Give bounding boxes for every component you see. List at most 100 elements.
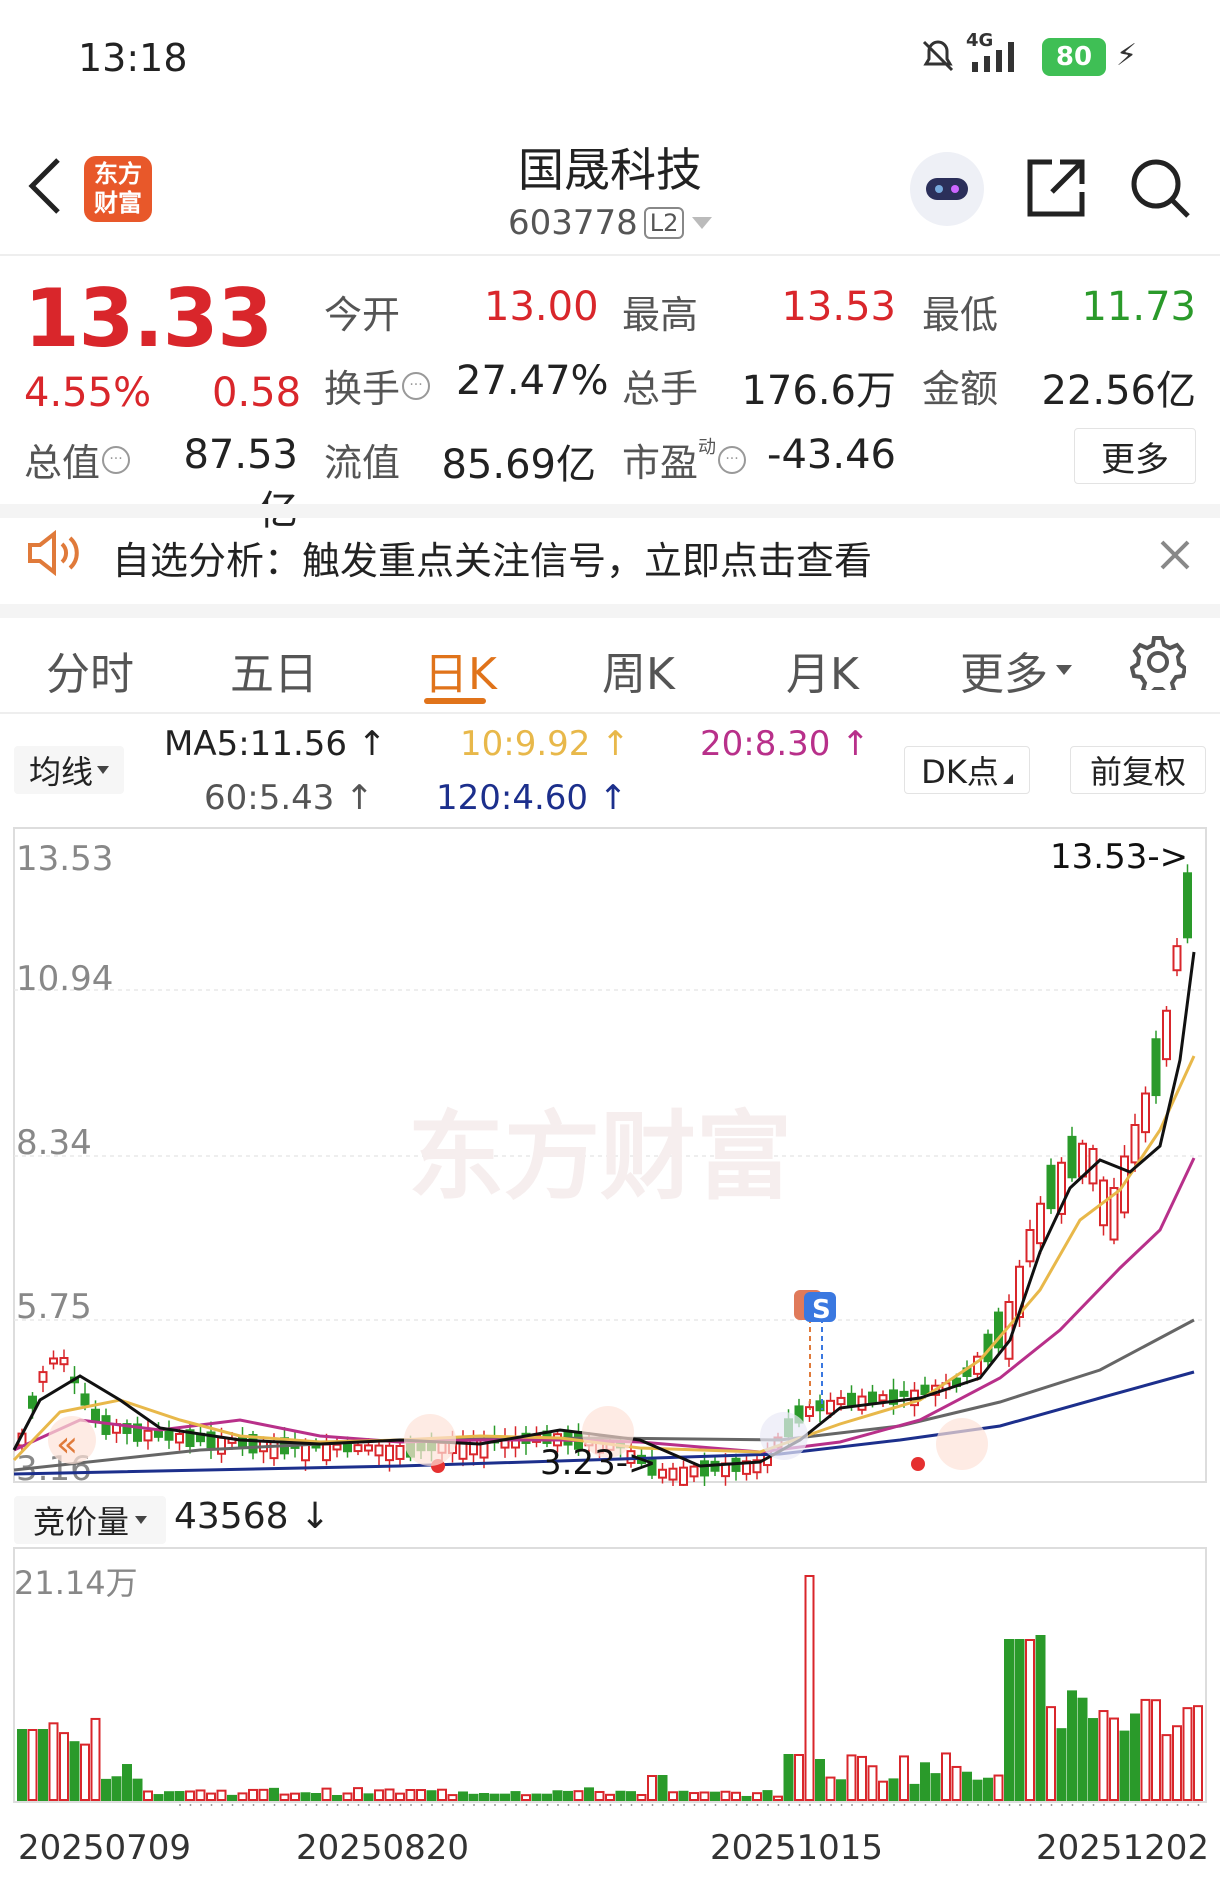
- app-logo[interactable]: 东方 财富: [84, 156, 152, 222]
- tab-intraday[interactable]: 分时: [46, 649, 134, 700]
- volume-bar: [1119, 1730, 1130, 1801]
- volume-bar: [993, 1774, 1004, 1802]
- active-tab-indicator: [424, 698, 486, 704]
- volume-bar: [458, 1791, 468, 1802]
- volume-bar: [1182, 1707, 1193, 1802]
- candle: [122, 1423, 132, 1434]
- kline-chart[interactable]: 东方财富 13.53 10.94 8.34 5.75 3.16 « S 13.5…: [0, 826, 1220, 1486]
- volume-bar: [405, 1788, 416, 1802]
- volume-bar: [122, 1764, 132, 1801]
- back-icon[interactable]: [24, 156, 64, 220]
- candle: [1130, 1124, 1140, 1164]
- volume-bar: [720, 1790, 731, 1802]
- volume-bar: [951, 1765, 962, 1801]
- info-icon[interactable]: ···: [402, 371, 431, 400]
- volume-bar: [647, 1775, 657, 1801]
- volume-bar: [164, 1791, 174, 1801]
- candle: [322, 1443, 331, 1462]
- tab-weekly-k[interactable]: 周K: [602, 649, 675, 700]
- dk-point-button[interactable]: DK点: [904, 746, 1030, 794]
- volume-bar: [300, 1792, 311, 1801]
- candle: [185, 1429, 195, 1448]
- auction-volume-value: 43568 ↓: [174, 1496, 331, 1537]
- volume-bar: [1056, 1728, 1067, 1802]
- signal-bubble: [404, 1414, 456, 1466]
- volume-bar: [279, 1793, 290, 1802]
- volume-bar: [1140, 1698, 1151, 1801]
- volume-bar: [1035, 1635, 1046, 1801]
- mcap-label: 总值 ···: [24, 432, 131, 487]
- volume-bar: [206, 1792, 216, 1801]
- candle: [920, 1384, 930, 1396]
- candle: [826, 1399, 835, 1415]
- tab-monthly-k[interactable]: 月K: [786, 649, 859, 700]
- candle: [1141, 1092, 1150, 1134]
- volume-bar: [626, 1791, 636, 1802]
- dk-label: DK点: [921, 753, 999, 791]
- battery-level: 80: [1055, 42, 1093, 72]
- volume-bar: [248, 1788, 258, 1802]
- volume-bar: [479, 1792, 489, 1801]
- volume-bar: [195, 1789, 206, 1801]
- candle: [1162, 1009, 1171, 1061]
- volume-bar: [321, 1787, 332, 1801]
- change-amount: 0.58: [212, 370, 302, 416]
- volume-bar: [962, 1771, 972, 1802]
- volume-bar: [699, 1791, 710, 1801]
- assistant-avatar[interactable]: [910, 152, 984, 226]
- ma-selector[interactable]: 均线: [14, 746, 124, 794]
- volume-bar: [899, 1755, 909, 1801]
- volume-bar: [846, 1754, 857, 1801]
- tab-more-label: 更多: [960, 649, 1048, 700]
- more-quote-button[interactable]: 更多: [1074, 428, 1196, 484]
- candle: [206, 1431, 216, 1449]
- tab-five-day[interactable]: 五日: [230, 649, 318, 700]
- y-label-max: 13.53: [16, 839, 113, 879]
- candle: [1172, 945, 1182, 972]
- settings-gear-icon[interactable]: [1129, 634, 1188, 697]
- tab-daily-k[interactable]: 日K: [424, 649, 497, 700]
- volume-bar: [594, 1790, 605, 1801]
- mcap-label-text: 总值: [24, 441, 101, 485]
- adjust-button[interactable]: 前复权: [1070, 746, 1206, 794]
- volume-bar: [731, 1791, 741, 1801]
- auction-volume-selector[interactable]: 竞价量: [14, 1496, 166, 1544]
- double-chevron-left-icon: «: [56, 1424, 78, 1465]
- info-icon[interactable]: ···: [718, 445, 747, 474]
- status-time: 13:18: [78, 36, 188, 80]
- candle: [269, 1440, 279, 1460]
- volume-bar: [573, 1790, 584, 1802]
- volume-bar: [258, 1788, 269, 1802]
- stock-code-row[interactable]: 603778 L2: [508, 203, 713, 243]
- candle: [679, 1466, 688, 1486]
- volume-bars: [17, 1575, 1203, 1802]
- share-icon[interactable]: [1024, 156, 1088, 224]
- volume-bar: [426, 1790, 437, 1802]
- candle: [1109, 1187, 1119, 1241]
- tab-more[interactable]: 更多: [960, 638, 1072, 702]
- volume-bar: [752, 1792, 762, 1801]
- volume-bar: [395, 1792, 405, 1801]
- volume-bar: [143, 1790, 153, 1802]
- turnover-label-text: 换手: [324, 367, 401, 411]
- candle: [1025, 1229, 1035, 1263]
- candle: [217, 1436, 226, 1455]
- search-icon[interactable]: [1128, 156, 1194, 226]
- amount-value: 22.56亿: [1041, 368, 1196, 414]
- battery-icon: 80: [1042, 38, 1106, 76]
- x-date-2: 20250820: [296, 1828, 470, 1868]
- banner-text[interactable]: 自选分析：触发重点关注信号，立即点击查看: [112, 539, 873, 583]
- candle: [353, 1444, 363, 1453]
- x-date-3: 20251015: [710, 1828, 884, 1868]
- high-marker: 13.53->: [1050, 837, 1188, 877]
- info-icon[interactable]: ···: [102, 445, 131, 474]
- close-icon[interactable]: [1158, 538, 1192, 576]
- candle: [248, 1434, 258, 1454]
- candle: [857, 1395, 867, 1411]
- volume-bar: [836, 1779, 846, 1801]
- pe-sup: 动: [698, 436, 717, 458]
- candle: [395, 1445, 405, 1460]
- volume-bar: [636, 1794, 647, 1801]
- amount-label: 金额: [922, 367, 999, 411]
- volume-chart[interactable]: 21.14万: [0, 1546, 1220, 1806]
